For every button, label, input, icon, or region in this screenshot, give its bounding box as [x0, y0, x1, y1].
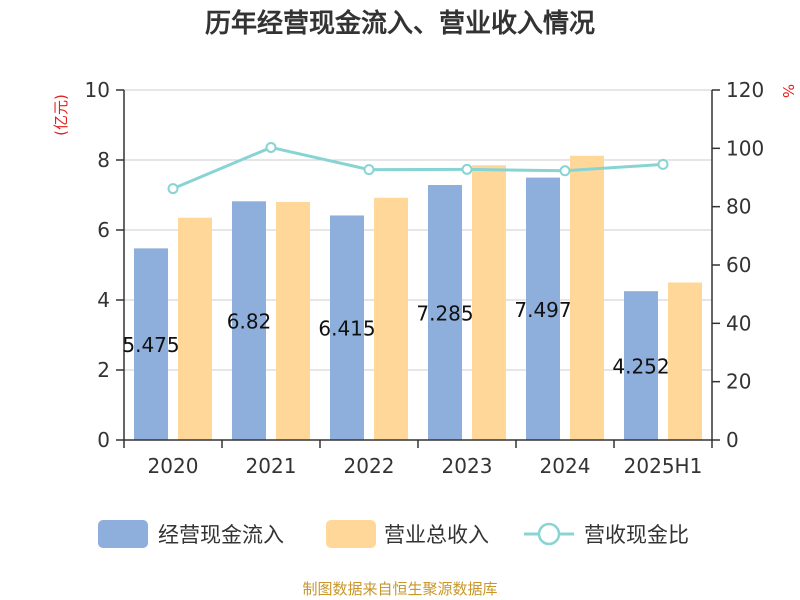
- bar-s0-2022: [330, 215, 364, 440]
- y-right-tick-label-3: 60: [726, 253, 751, 277]
- x-tick-label-2020: 2020: [148, 454, 199, 478]
- y-left-tick-label-4: 8: [97, 148, 110, 172]
- legend-label-revenue: 营业总收入: [384, 523, 489, 547]
- legend-swatch-cash-inflow: [98, 520, 148, 548]
- x-tick-label-2024: 2024: [540, 454, 591, 478]
- bar-s1-2023: [472, 165, 506, 440]
- legend-swatch-revenue: [326, 520, 376, 548]
- line-point-2020: [167, 183, 179, 195]
- y-right-tick-label-4: 80: [726, 195, 751, 219]
- bar-s0-2024: [526, 177, 560, 441]
- source-note: 制图数据来自恒生聚源数据库: [302, 580, 497, 598]
- y-left-tick-label-3: 6: [97, 218, 110, 242]
- grid-lines: [124, 89, 712, 371]
- x-tick-label-2023: 2023: [442, 454, 493, 478]
- value-labels-group: 5.475 6.82 6.415 7.285 7.497 4.252: [122, 298, 669, 379]
- legend-label-ratio: 营收现金比: [584, 523, 689, 547]
- bar-s1-2024: [570, 155, 604, 441]
- chart-title: 历年经营现金流入、营业收入情况: [205, 8, 595, 39]
- line-point-2023: [461, 163, 473, 175]
- x-tick-label-2021: 2021: [246, 454, 297, 478]
- bar-value-label-2024: 7.497: [514, 298, 571, 322]
- bar-s1-2021: [276, 202, 310, 440]
- y-left-tick-label-5: 10: [85, 78, 110, 102]
- bar-s0-2021: [232, 201, 266, 440]
- line-point-2022: [363, 164, 375, 176]
- x-tick-label-2025H1: 2025H1: [624, 454, 703, 478]
- line-series-group: [167, 141, 669, 195]
- legend-label-cash-inflow: 经营现金流入: [158, 523, 284, 547]
- bar-s0-2025H1: [624, 291, 658, 440]
- y-left-tick-label-2: 4: [97, 288, 110, 312]
- bar-s1-2020: [178, 217, 212, 440]
- bar-s1-2022: [374, 197, 408, 440]
- line-point-2024: [559, 165, 571, 177]
- bar-value-label-2021: 6.82: [227, 310, 272, 334]
- y-right-unit: %: [779, 84, 797, 98]
- bar-s0-2023: [428, 185, 462, 440]
- bar-value-label-2020: 5.475: [122, 333, 179, 357]
- bar-value-label-2025H1: 4.252: [612, 355, 669, 379]
- bar-value-label-2023: 7.285: [416, 302, 473, 326]
- bar-s0-2020: [134, 248, 168, 440]
- legend: 经营现金流入 营业总收入 营收现金比: [98, 520, 689, 548]
- x-tick-label-2022: 2022: [344, 454, 395, 478]
- y-left-unit: (亿元): [52, 94, 70, 136]
- legend-marker-ratio: [537, 522, 561, 546]
- bar-value-label-2022: 6.415: [318, 317, 375, 341]
- y-left-tick-label-0: 0: [97, 428, 110, 452]
- line-point-2021: [265, 141, 277, 153]
- line-point-2025H1: [657, 158, 669, 170]
- y-right-tick-label-1: 20: [726, 370, 751, 394]
- line-series-ratio: [172, 145, 664, 190]
- bars-group: [134, 155, 702, 441]
- y-right-tick-label-2: 40: [726, 311, 751, 335]
- bar-s1-2025H1: [668, 282, 702, 440]
- y-right-tick-label-6: 120: [726, 78, 764, 102]
- y-right-tick-label-5: 100: [726, 136, 764, 160]
- y-left-tick-label-1: 2: [97, 358, 110, 382]
- y-right-tick-label-0: 0: [726, 428, 739, 452]
